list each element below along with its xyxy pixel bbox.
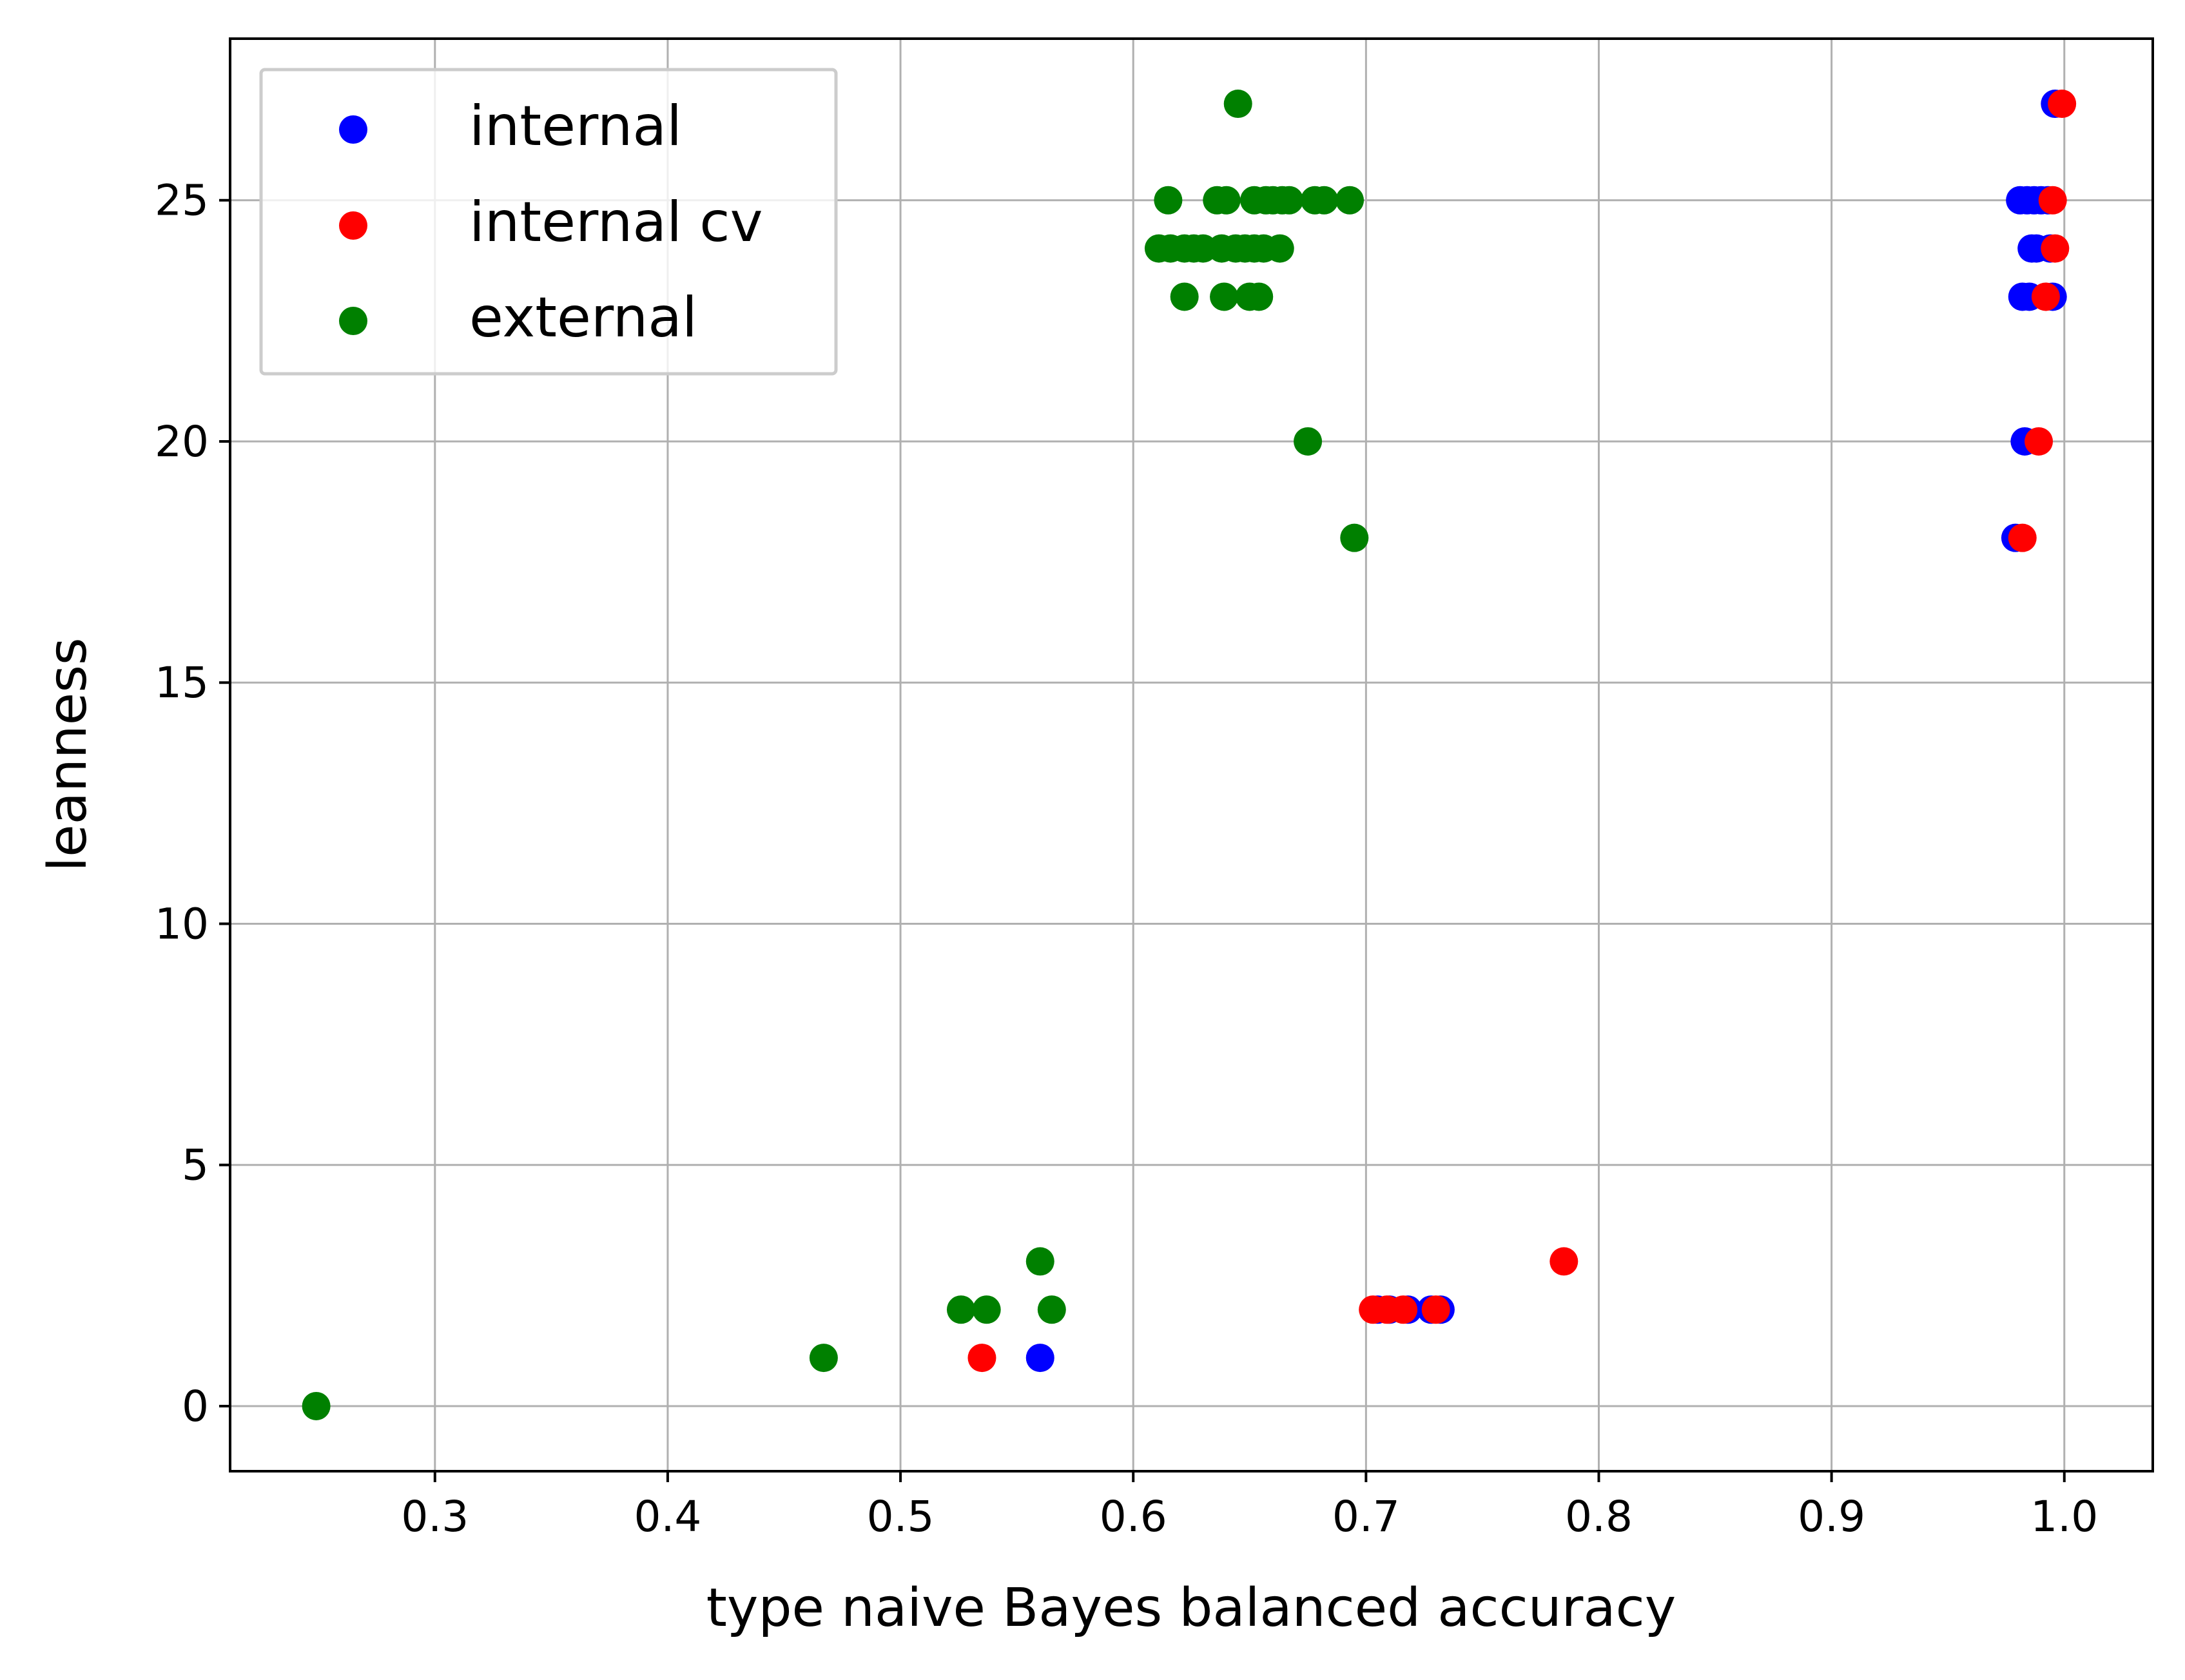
axis-ticks: 0.3 0.4 0.5 0.6 0.7 0.8 0.9 1.0 0 5 10 15 20 25: [155, 176, 2098, 1541]
point-external: [1275, 186, 1304, 215]
point-external: [1223, 90, 1252, 119]
point-external: [1335, 186, 1364, 215]
y-tick-label: 25: [155, 176, 209, 226]
y-axis-label: leanness: [37, 637, 99, 871]
point-external: [302, 1391, 331, 1420]
legend-marker-internal: [339, 115, 367, 144]
x-tick-label: 0.5: [867, 1492, 935, 1541]
point-internal: [1025, 1344, 1054, 1373]
point-external: [1025, 1247, 1054, 1276]
point-external: [1245, 282, 1274, 311]
point-internal-cv: [2031, 282, 2060, 311]
legend-box: [259, 68, 838, 376]
legend-label-internal-cv: internal cv: [469, 190, 763, 255]
y-tick-label: 10: [155, 899, 209, 949]
point-internal-cv: [1421, 1295, 1450, 1324]
point-external: [1294, 427, 1323, 456]
point-external: [1210, 282, 1239, 311]
point-internal-cv: [2041, 234, 2070, 263]
point-external: [1340, 523, 1369, 552]
legend-label-external: external: [469, 285, 697, 350]
legend-marker-internal-cv: [339, 211, 367, 240]
x-tick-label: 0.8: [1565, 1492, 1633, 1541]
point-internal-cv: [2008, 523, 2037, 552]
point-internal-cv: [2025, 427, 2054, 456]
point-external: [972, 1295, 1001, 1324]
x-tick-label: 0.9: [1798, 1492, 1865, 1541]
y-tick-label: 0: [182, 1382, 209, 1431]
x-tick-label: 0.3: [401, 1492, 469, 1541]
point-external: [1265, 234, 1294, 263]
point-external: [1310, 186, 1339, 215]
point-internal-cv: [1549, 1247, 1578, 1276]
point-internal-cv: [1389, 1295, 1418, 1324]
point-external: [946, 1295, 975, 1324]
x-tick-label: 0.7: [1332, 1492, 1400, 1541]
point-external: [1170, 282, 1199, 311]
data-points: [302, 90, 2077, 1420]
point-internal-cv: [2048, 90, 2077, 119]
x-tick-label: 0.6: [1100, 1492, 1167, 1541]
y-tick-label: 15: [155, 658, 209, 708]
legend-marker-external: [339, 307, 367, 335]
x-axis-label: type naive Bayes balanced accuracy: [706, 1578, 1676, 1639]
x-tick-label: 1.0: [2030, 1492, 2098, 1541]
y-tick-label: 5: [182, 1141, 209, 1190]
legend-label-internal: internal: [469, 94, 682, 159]
plot-frame: [229, 37, 2154, 1472]
y-tick-label: 20: [155, 417, 209, 467]
legend: internal internal cv external: [259, 68, 838, 376]
point-external: [809, 1344, 838, 1373]
point-external: [1212, 186, 1241, 215]
grid: [230, 39, 2153, 1471]
point-external: [1037, 1295, 1066, 1324]
point-internal-cv: [2038, 186, 2067, 215]
x-tick-label: 0.4: [634, 1492, 701, 1541]
point-internal-cv: [967, 1344, 996, 1373]
point-external: [1154, 186, 1183, 215]
